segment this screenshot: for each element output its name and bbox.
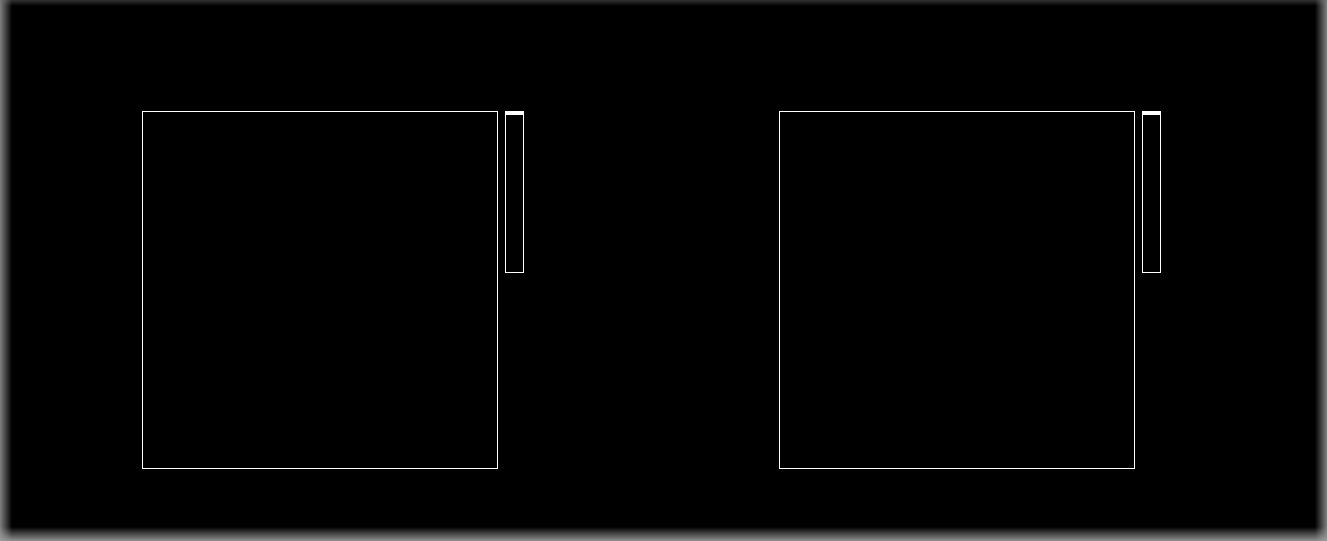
y-axis-title (715, 112, 735, 468)
edge-gradient-right (1315, 0, 1327, 541)
colorbar (505, 111, 524, 273)
y-axis-tick-labels (735, 112, 775, 468)
wafer-heatmap-plot (779, 111, 1135, 469)
x-axis-tick-labels (143, 474, 497, 488)
colorbar (1142, 111, 1161, 273)
panel-without-polarization-control (26, 0, 663, 541)
wafer-heatmap-canvas (780, 112, 1134, 468)
colorbar-title (1201, 111, 1219, 273)
wafer-heatmap-plot (142, 111, 498, 469)
panel-with-polarization-control (663, 0, 1300, 541)
y-axis-tick-labels (98, 112, 138, 468)
edge-gradient-left (0, 0, 12, 541)
wafer-heatmap-canvas (143, 112, 497, 468)
colorbar-title (564, 111, 582, 273)
y-axis-title (78, 112, 98, 468)
x-axis-tick-labels (780, 474, 1134, 488)
